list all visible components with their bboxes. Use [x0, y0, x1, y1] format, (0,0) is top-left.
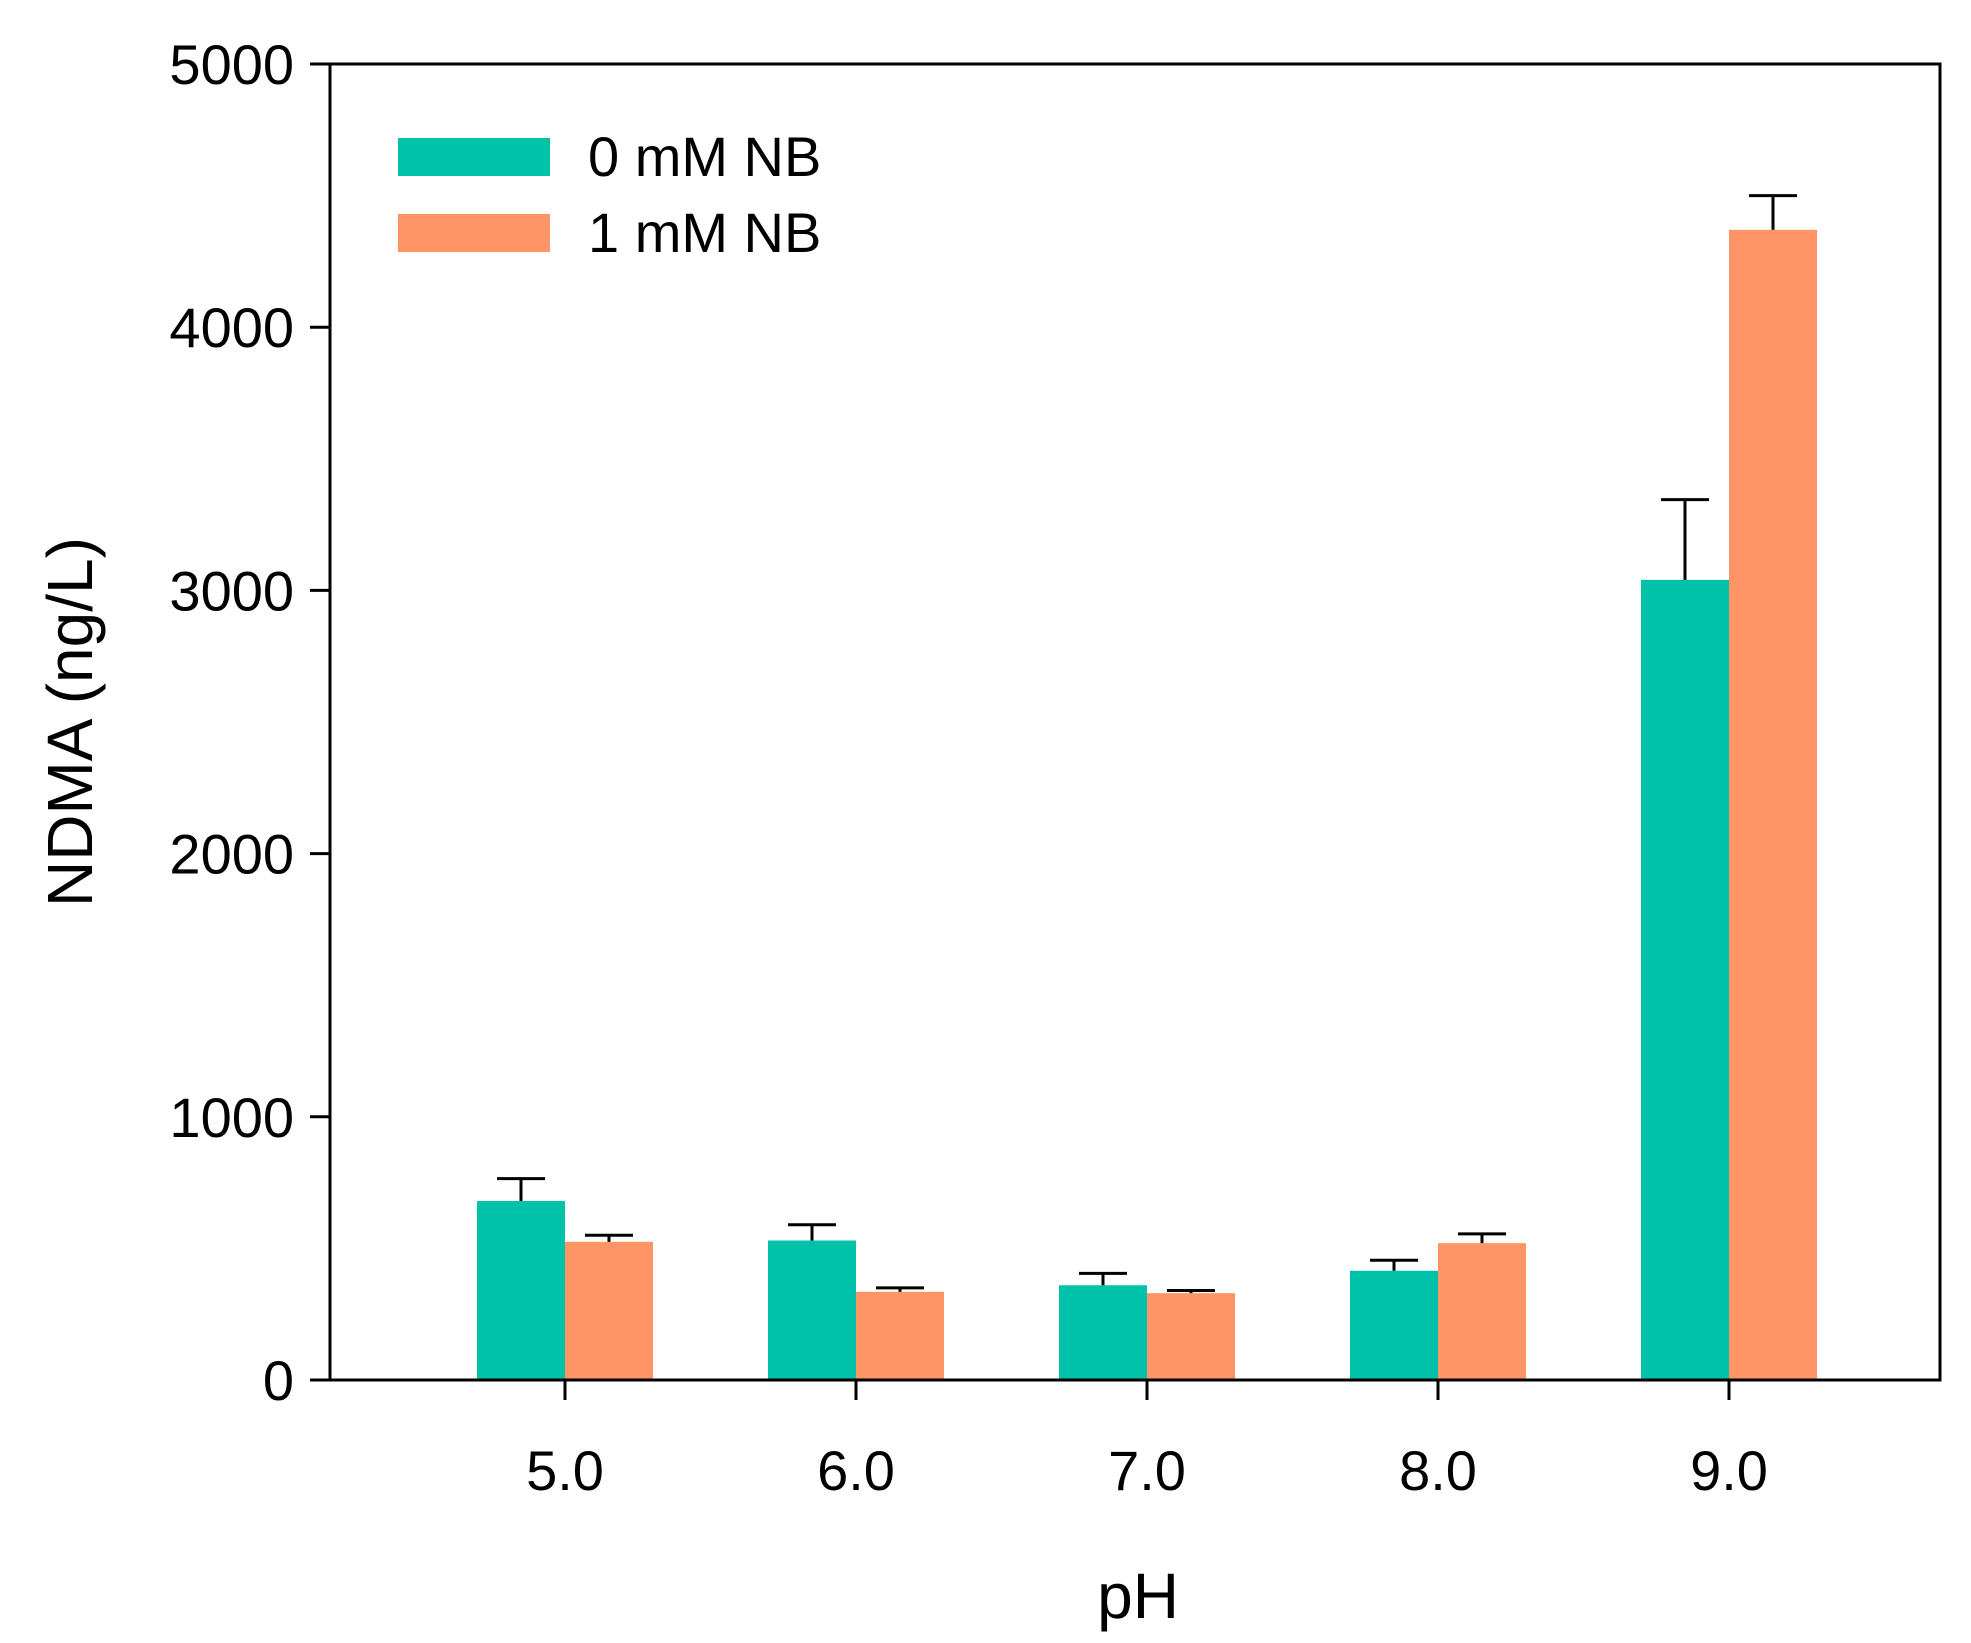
error-bar-series-0-9.0: [1661, 498, 1709, 580]
x-axis-title: pH: [1097, 1560, 1179, 1632]
error-bar-series-0-6.0: [788, 1223, 836, 1241]
bars-layer: [477, 229, 1817, 1380]
legend-swatch-series-1: [398, 214, 550, 252]
bar-series-0-8.0: [1350, 1270, 1438, 1380]
y-tick-label-3000: 3000: [169, 559, 294, 622]
y-tick-label-5000: 5000: [169, 33, 294, 96]
x-tick-label-7.0: 7.0: [1108, 1439, 1186, 1502]
error-bar-series-0-8.0: [1370, 1258, 1418, 1271]
x-tick-label-6.0: 6.0: [817, 1439, 895, 1502]
y-axis: 0 1000 2000 3000 4000 5000: [169, 33, 330, 1412]
bar-series-0-7.0: [1059, 1285, 1147, 1380]
y-tick-label-2000: 2000: [169, 823, 294, 886]
y-tick-label-0: 0: [263, 1349, 294, 1412]
x-axis: 5.0 6.0 7.0 8.0 9.0: [526, 1380, 1768, 1502]
y-tick-label-4000: 4000: [169, 296, 294, 359]
error-bar-series-1-8.0: [1458, 1232, 1506, 1244]
bar-series-1-8.0: [1438, 1243, 1526, 1380]
legend: 0 mM NB 1 mM NB: [398, 125, 821, 264]
error-bars-layer: [497, 194, 1797, 1294]
error-bar-series-1-5.0: [585, 1233, 633, 1242]
x-tick-label-9.0: 9.0: [1690, 1439, 1768, 1502]
bar-series-1-5.0: [565, 1241, 653, 1380]
x-tick-label-8.0: 8.0: [1399, 1439, 1477, 1502]
bar-series-1-7.0: [1147, 1293, 1235, 1380]
y-tick-label-1000: 1000: [169, 1086, 294, 1149]
bar-series-0-5.0: [477, 1201, 565, 1380]
error-bar-series-0-7.0: [1079, 1271, 1127, 1286]
legend-swatch-series-0: [398, 138, 550, 176]
legend-label-series-0: 0 mM NB: [588, 125, 821, 188]
bar-series-0-9.0: [1641, 579, 1729, 1380]
y-axis-title: NDMA (ng/L): [34, 537, 106, 907]
error-bar-series-1-6.0: [876, 1286, 924, 1292]
bar-series-0-6.0: [768, 1240, 856, 1380]
plot-frame: [328, 62, 1942, 1382]
error-bar-series-1-9.0: [1749, 194, 1797, 230]
legend-label-series-1: 1 mM NB: [588, 201, 821, 264]
error-bar-series-1-7.0: [1167, 1289, 1215, 1294]
bar-series-1-6.0: [856, 1291, 944, 1380]
error-bar-series-0-5.0: [497, 1177, 545, 1202]
x-tick-label-5.0: 5.0: [526, 1439, 604, 1502]
bar-series-1-9.0: [1729, 229, 1817, 1380]
